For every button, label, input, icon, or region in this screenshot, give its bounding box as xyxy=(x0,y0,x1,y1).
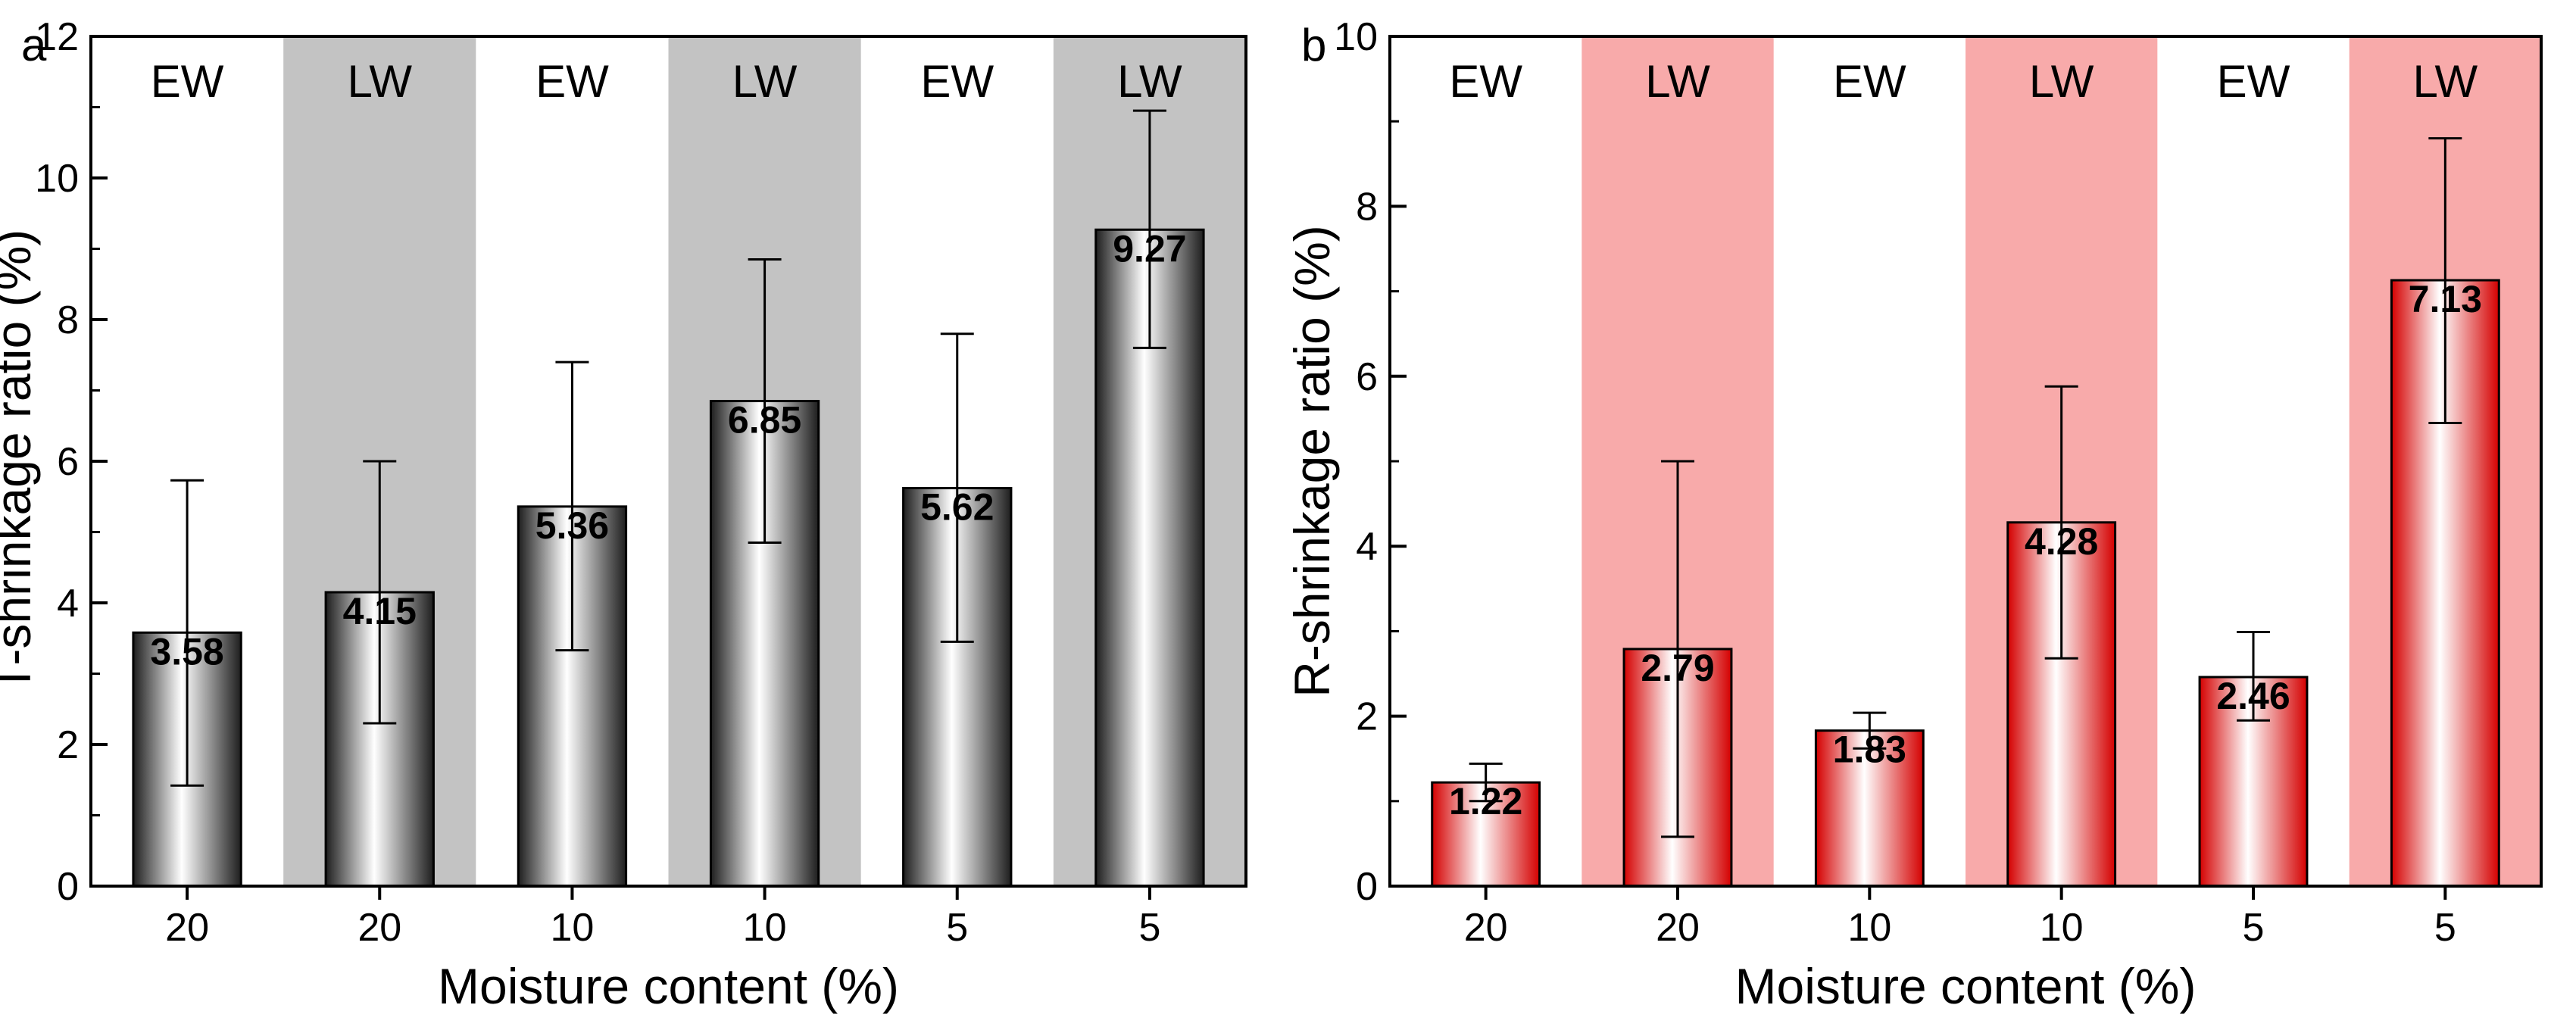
panel-a-error-bar-1 xyxy=(363,460,397,725)
panel-b-y-tick-label-0: 0 xyxy=(1356,865,1378,909)
panel-a-band-labels: EW LW EW LW EW LW xyxy=(151,56,1182,107)
panel-b: b 1.222.791.834.282.467.13 EW LW EW LW EW LW … xyxy=(1284,15,2543,1014)
panel-a-value-label-1: 4.15 xyxy=(343,590,417,632)
panel-b-error-bars xyxy=(1469,137,2462,838)
panel-a-value-label-4: 5.62 xyxy=(920,486,994,529)
panel-a-value-label-0: 3.58 xyxy=(150,630,223,673)
panel-b-band-label-5: LW xyxy=(2413,56,2478,107)
panel-b-error-bar-5 xyxy=(2428,137,2462,425)
panel-a-x-axis: 20 20 10 10 5 5 xyxy=(165,886,1160,950)
panel-a-band-label-4: EW xyxy=(920,56,994,107)
panel-a-band-label-0: EW xyxy=(151,56,224,107)
panel-a-error-bar-0 xyxy=(170,479,205,787)
panel-b-value-label-0: 1.22 xyxy=(1449,780,1522,822)
panel-a-value-labels: 3.58 4.15 5.36 6.85 5.62 9.27 xyxy=(150,227,1186,673)
panel-a-x-tick-label-4: 5 xyxy=(946,906,968,950)
panel-b-x-tick-label-3: 10 xyxy=(2040,906,2084,950)
panel-a-x-tick-label-0: 20 xyxy=(165,906,209,950)
panel-b-band-label-4: EW xyxy=(2217,56,2290,107)
panel-b-band-label-1: LW xyxy=(1645,56,1710,107)
panel-a-y-tick-label-4: 8 xyxy=(57,298,79,342)
panel-b-error-bar-2 xyxy=(1853,711,1887,750)
panel-b-band-label-2: EW xyxy=(1833,56,1906,107)
panel-a-y-tick-label-5: 10 xyxy=(35,157,79,201)
panel-b-band-label-3: LW xyxy=(2029,56,2094,107)
panel-b-x-tick-label-2: 10 xyxy=(1847,906,1891,950)
panel-a-band-label-3: LW xyxy=(732,56,798,107)
panel-b-band-label-0: EW xyxy=(1449,56,1522,107)
panel-b-value-label-4: 2.46 xyxy=(2216,675,2290,717)
panel-a-x-tick-label-2: 10 xyxy=(550,906,594,950)
panel-a-error-bar-4 xyxy=(940,332,974,643)
panel-a-x-tick-label-5: 5 xyxy=(1138,906,1160,950)
panel-b-error-bar-1 xyxy=(1661,460,1694,838)
panel-b-x-axis-title: Moisture content (%) xyxy=(1735,958,2197,1014)
panel-b-y-tick-label-4: 8 xyxy=(1356,185,1378,229)
panel-b-band-labels: EW LW EW LW EW LW xyxy=(1449,56,2478,107)
panel-b-value-label-2: 1.83 xyxy=(1833,729,1906,771)
panel-a-y-tick-label-3: 6 xyxy=(57,440,79,484)
panel-b-y-tick-label-3: 6 xyxy=(1356,355,1378,399)
panel-a-value-label-3: 6.85 xyxy=(728,399,801,442)
panel-b-bars xyxy=(1431,279,2500,888)
panel-a-letter: a xyxy=(21,20,47,70)
panel-a-y-tick-label-2: 4 xyxy=(57,582,79,626)
panel-a-y-tick-label-6: 12 xyxy=(35,15,79,59)
panel-a-x-tick-label-1: 20 xyxy=(358,906,401,950)
panel-b-x-axis: 20 20 10 10 5 5 xyxy=(1464,886,2456,950)
panel-a-y-tick-label-1: 2 xyxy=(57,723,79,767)
panel-b-y-tick-label-2: 4 xyxy=(1356,525,1378,569)
panel-b-x-tick-label-5: 5 xyxy=(2434,906,2456,950)
panel-a-error-bars xyxy=(170,109,1166,787)
panel-b-value-label-3: 4.28 xyxy=(2025,520,2098,563)
panel-a-value-label-2: 5.36 xyxy=(535,504,609,547)
panel-a-x-axis-title: Moisture content (%) xyxy=(438,958,899,1014)
panel-b-error-bar-0 xyxy=(1469,762,1503,803)
panel-a-x-tick-label-3: 10 xyxy=(743,906,787,950)
panel-a-error-bar-2 xyxy=(555,360,589,652)
panel-a-error-bar-5 xyxy=(1132,109,1166,349)
panel-b-x-tick-label-4: 5 xyxy=(2243,906,2265,950)
panel-a-band-label-1: LW xyxy=(347,56,412,107)
panel-b-value-label-1: 2.79 xyxy=(1641,647,1714,689)
panel-b-x-tick-label-0: 20 xyxy=(1464,906,1508,950)
panel-b-y-tick-label-1: 2 xyxy=(1356,695,1378,739)
panel-b-error-bar-3 xyxy=(2044,385,2078,660)
panel-b-x-tick-label-1: 20 xyxy=(1656,906,1700,950)
panel-a-y-tick-label-0: 0 xyxy=(57,865,79,909)
panel-b-value-labels: 1.22 2.79 1.83 4.28 2.46 7.13 xyxy=(1449,278,2482,822)
panel-b-value-label-5: 7.13 xyxy=(2409,278,2482,320)
panel-a-y-axis-title: T-shrinkage ratio (%) xyxy=(0,229,41,694)
panel-a-band-label-5: LW xyxy=(1117,56,1182,107)
panel-a-value-label-5: 9.27 xyxy=(1113,227,1186,270)
panel-b-error-bar-4 xyxy=(2237,631,2270,722)
panel-b-y-axis-title: R-shrinkage ratio (%) xyxy=(1284,225,1340,698)
panel-b-y-tick-label-5: 10 xyxy=(1334,15,1378,59)
panel-b-y-axis: 0 2 4 6 8 10 xyxy=(1334,15,1407,909)
panel-a-band-label-2: EW xyxy=(535,56,609,107)
panel-a-y-axis: 0 2 4 6 8 10 12 xyxy=(35,15,108,909)
panel-b-letter: b xyxy=(1301,20,1326,70)
panel-a: a 3.584.155.366.855.629.27 EW LW EW LW EW LW … xyxy=(0,15,1247,1014)
panel-a-error-bar-3 xyxy=(748,258,782,545)
